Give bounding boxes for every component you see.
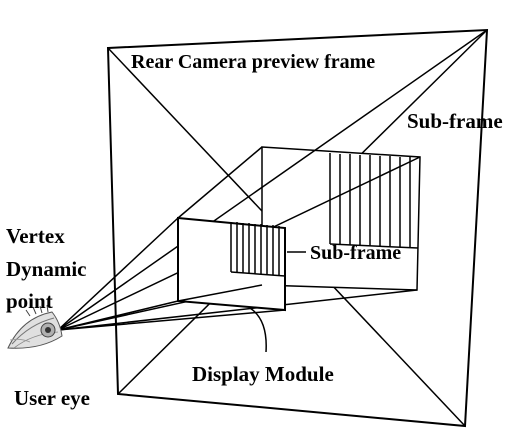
box-edge-top-left: [177, 146, 263, 219]
sub-frame-rear: [329, 153, 419, 249]
leader-display-module: [249, 307, 267, 353]
vertex-label-line1: Vertex: [6, 224, 65, 248]
display-module-label: Display Module: [192, 362, 334, 386]
sub-frame-mid-label: Sub-frame: [310, 242, 401, 264]
vertex-label-line2: Dynamic: [6, 257, 87, 281]
box-edge-bottom: [177, 284, 263, 302]
vertex-label-line3: point: [6, 289, 53, 313]
sub-frame-top-label: Sub-frame: [407, 109, 503, 133]
eye-icon: [7, 304, 63, 349]
rear-frame-label: Rear Camera preview frame: [131, 51, 375, 73]
sub-frame-display: [230, 222, 286, 277]
user-eye-label: User eye: [14, 386, 90, 410]
